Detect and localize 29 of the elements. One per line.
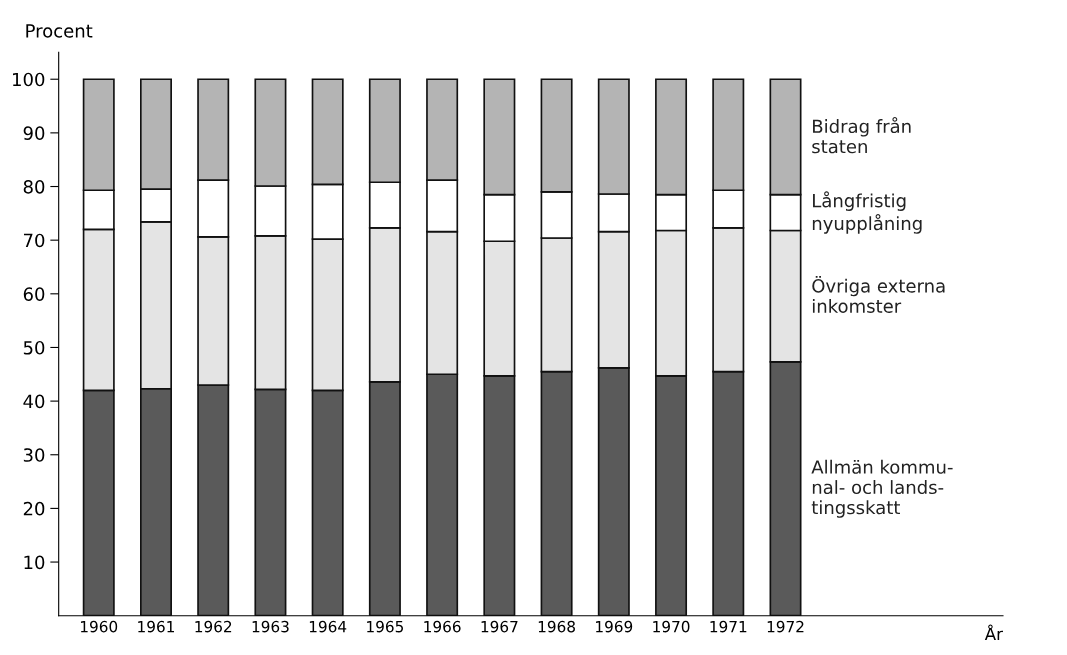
- x-tick-label: 1961: [138, 620, 175, 633]
- y-tick-label: 60: [23, 287, 45, 301]
- series-label: Övriga externa inkomster: [812, 276, 945, 313]
- x-tick-label: 1965: [367, 620, 403, 633]
- y-tick-label: 50: [23, 340, 45, 355]
- y-tick-label: 100: [13, 72, 45, 87]
- y-tick-label: 70: [24, 233, 45, 248]
- x-tick-label: 1960: [80, 620, 118, 633]
- series-label: Långfristig nyupplåning: [812, 191, 922, 234]
- text: År: [984, 624, 1003, 641]
- y-tick-label: 10: [24, 555, 45, 570]
- x-tick-label: 1968: [538, 620, 575, 633]
- x-tick-label: 1971: [710, 620, 747, 633]
- x-tick-label: 1962: [195, 620, 232, 633]
- series-label: Allmän kommu- nal- och lands- tingsskatt: [811, 459, 953, 518]
- y-tick-label: 80: [23, 179, 45, 194]
- y-tick-label: 40: [23, 394, 45, 409]
- y-tick-label: 90: [23, 126, 45, 140]
- x-tick-label: 1972: [767, 620, 804, 633]
- y-tick-label: 30: [23, 448, 45, 462]
- x-tick-label: 1967: [481, 620, 518, 633]
- x-tick-label: 1964: [309, 620, 347, 633]
- series-label: Bidrag från staten: [812, 116, 911, 154]
- x-tick-label: 1969: [596, 620, 633, 633]
- y-axis-title: Procent: [26, 24, 93, 38]
- x-tick-label: 1970: [653, 620, 690, 633]
- x-tick-label: 1963: [252, 620, 289, 633]
- x-tick-label: 1966: [424, 620, 461, 633]
- y-tick-label: 20: [23, 501, 45, 516]
